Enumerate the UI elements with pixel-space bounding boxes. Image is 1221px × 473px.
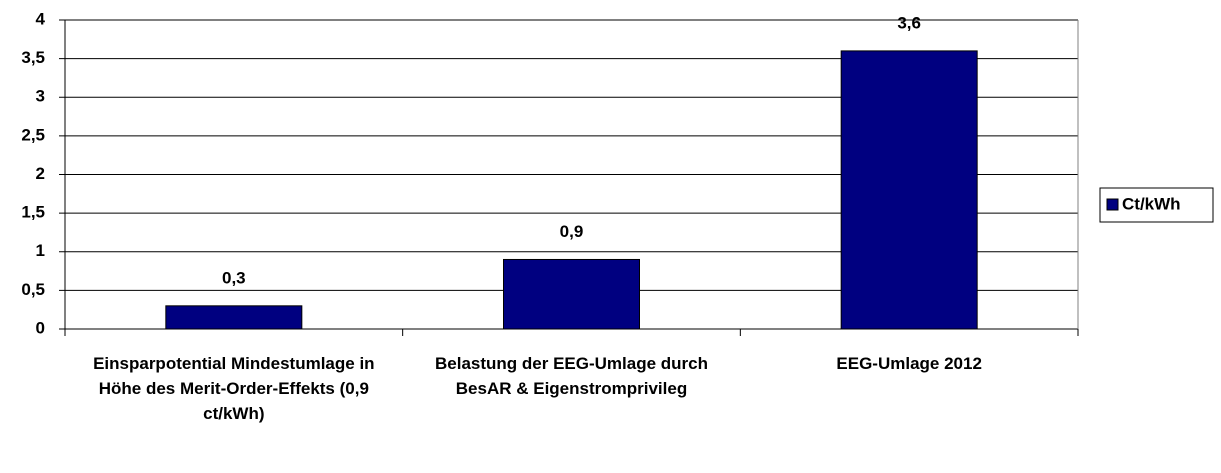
bar [503, 258, 640, 330]
y-tick-label: 1 [36, 241, 45, 260]
y-tick-label: 3,5 [21, 48, 45, 67]
bar [840, 50, 978, 330]
y-tick-label: 0 [36, 318, 45, 337]
y-tick-label: 0,5 [21, 280, 45, 299]
y-tick-label: 3 [36, 87, 45, 106]
value-label: 0,3 [222, 268, 246, 287]
y-tick-label: 2,5 [21, 125, 45, 144]
value-label: 3,6 [897, 13, 921, 32]
y-tick-label: 2 [36, 164, 45, 183]
bar [165, 305, 303, 330]
x-tick-label: EEG-Umlage 2012 [836, 354, 982, 373]
value-label: 0,9 [560, 222, 584, 241]
legend-box [1099, 187, 1214, 223]
legend-swatch [1106, 198, 1119, 211]
y-tick-label: 4 [36, 9, 46, 28]
y-tick-label: 1,5 [21, 203, 45, 222]
legend-label: Ct/kWh [1122, 194, 1181, 213]
x-tick-label: Einsparpotential Mindestumlage in Höhe d… [93, 354, 375, 423]
x-tick-label: Belastung der EEG-Umlage durch BesAR & E… [435, 354, 708, 398]
